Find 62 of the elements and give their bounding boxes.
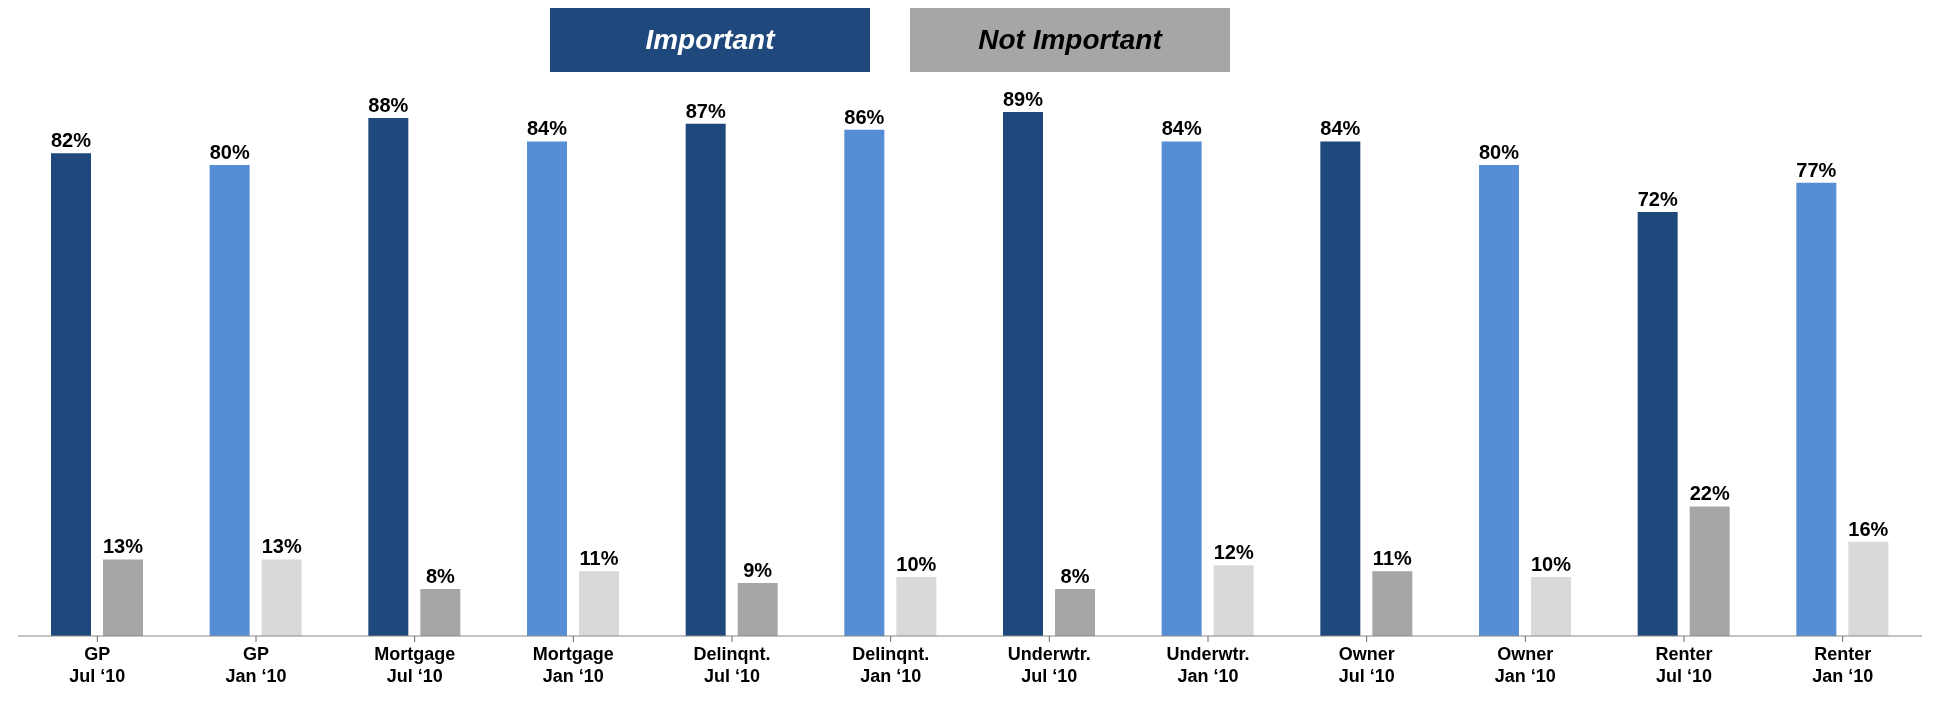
data-label: 10%	[896, 553, 937, 576]
bar	[737, 583, 778, 636]
data-label: 8%	[425, 564, 455, 587]
bar	[1637, 212, 1678, 636]
x-tick-label: GP Jan ‘10	[225, 644, 287, 686]
data-label: 84%	[1161, 117, 1202, 140]
data-label: 84%	[526, 117, 568, 140]
data-label: 10%	[1530, 553, 1572, 576]
data-label: 13%	[102, 535, 144, 558]
bar	[1479, 164, 1519, 636]
data-label: 11%	[1372, 547, 1413, 570]
x-tick-label: Renter Jan ‘10	[1812, 644, 1874, 686]
bar	[1055, 588, 1095, 636]
data-label: 16%	[1848, 517, 1889, 540]
x-tick-label: Delinqnt. Jan ‘10	[852, 644, 930, 686]
data-label: 88%	[368, 93, 409, 116]
data-label: 13%	[261, 535, 302, 558]
bar	[1372, 571, 1413, 636]
bar	[368, 117, 409, 636]
data-label: 89%	[1002, 88, 1044, 110]
bar	[1796, 182, 1837, 636]
data-label: 86%	[844, 105, 885, 128]
x-tick-label: Mortgage Jul ‘10	[374, 644, 456, 686]
bar	[579, 571, 619, 636]
bar	[844, 129, 885, 636]
data-label: 8%	[1060, 564, 1090, 587]
data-label: 72%	[1637, 188, 1678, 211]
text: Not Important	[910, 8, 1230, 72]
bar	[1689, 506, 1730, 636]
bar	[51, 153, 91, 636]
data-label: 12%	[1213, 541, 1254, 564]
bar	[261, 559, 302, 636]
x-tick-label: Owner Jul ‘10	[1338, 644, 1395, 686]
data-label: 80%	[209, 140, 250, 163]
data-label: 80%	[1478, 140, 1520, 163]
bar	[1531, 577, 1571, 636]
data-label: 9%	[743, 559, 773, 582]
x-tick-label: Delinqnt. Jul ‘10	[693, 644, 771, 686]
data-label: 82%	[50, 129, 92, 152]
bar	[1848, 541, 1889, 636]
x-tick-label: Underwtr. Jan ‘10	[1166, 644, 1250, 686]
bar	[420, 588, 461, 636]
data-label: 84%	[1320, 117, 1361, 140]
bar	[896, 577, 937, 636]
bar	[209, 164, 250, 636]
x-tick-label: Owner Jan ‘10	[1494, 644, 1556, 686]
bar	[1161, 141, 1202, 636]
bar	[1003, 112, 1043, 636]
bar	[527, 141, 567, 636]
x-tick-label: Renter Jul ‘10	[1655, 644, 1713, 686]
data-label: 77%	[1796, 158, 1837, 181]
bar	[103, 559, 143, 636]
bar	[1213, 565, 1254, 636]
data-label: 22%	[1689, 482, 1730, 505]
bar	[1320, 141, 1361, 636]
x-tick-label: Mortgage Jan ‘10	[532, 644, 614, 686]
data-label: 87%	[685, 99, 726, 122]
bar	[685, 123, 726, 636]
data-label: 11%	[579, 547, 619, 570]
text: Important	[550, 8, 870, 72]
x-tick-label: GP Jul ‘10	[69, 644, 126, 686]
x-tick-label: Underwtr. Jul ‘10	[1007, 644, 1091, 686]
